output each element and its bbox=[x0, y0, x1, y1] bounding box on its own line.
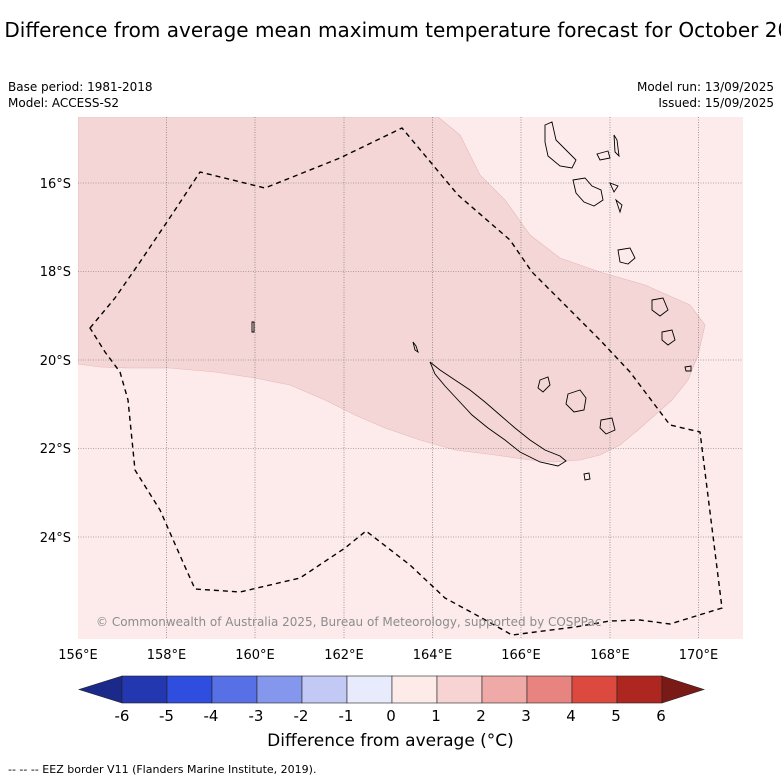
meta-left: Base period: 1981-2018 Model: ACCESS-S2 bbox=[8, 79, 153, 111]
lifou-island bbox=[565, 389, 587, 413]
malakula-island bbox=[572, 177, 604, 207]
belep-islands bbox=[412, 341, 419, 354]
eez-border bbox=[89, 127, 723, 636]
colorbar-tick-label: -5 bbox=[159, 707, 174, 725]
colorbar-segment bbox=[391, 675, 438, 704]
colorbar-segment bbox=[346, 675, 393, 704]
colorbar-tick-labels: -6 -5 -4 -3 -2 -1 0 1 2 3 4 5 6 bbox=[115, 707, 666, 725]
colorbar-tick-label: 2 bbox=[476, 707, 486, 725]
lon-tick-labels: 156°E 158°E 160°E 162°E 164°E 166°E 168°… bbox=[58, 648, 718, 663]
colorbar-tick-label: 6 bbox=[656, 707, 666, 725]
lon-tick-label: 158°E bbox=[147, 648, 187, 663]
colorbar-segment bbox=[526, 675, 573, 704]
lat-tick-labels: 16°S 18°S 20°S 22°S 24°S bbox=[40, 177, 71, 546]
meta-right: Model run: 13/09/2025 Issued: 15/09/2025 bbox=[637, 79, 774, 111]
mare-island bbox=[599, 417, 616, 435]
colorbar-tick-label: 0 bbox=[386, 707, 396, 725]
lon-tick-label: 170°E bbox=[679, 648, 719, 663]
maewo-island bbox=[613, 134, 620, 158]
colorbar-segment bbox=[301, 675, 348, 704]
tanna-island bbox=[661, 329, 676, 346]
chesterfield-reef bbox=[251, 321, 255, 333]
colorbar-label: Difference from average (°C) bbox=[267, 731, 514, 751]
lon-tick-label: 156°E bbox=[58, 648, 98, 663]
chart-title: Difference from average mean maximum tem… bbox=[4, 18, 781, 42]
colorbar-extend-low bbox=[77, 675, 123, 704]
base-period: Base period: 1981-2018 bbox=[8, 80, 153, 94]
colorbar-segment bbox=[481, 675, 528, 704]
lon-tick-label: 166°E bbox=[501, 648, 541, 663]
lon-tick-label: 164°E bbox=[413, 648, 453, 663]
lon-tick-label: 168°E bbox=[590, 648, 630, 663]
espiritu-santo-island bbox=[544, 121, 577, 169]
colorbar-extend-high bbox=[661, 675, 705, 704]
colorbar-segment bbox=[211, 675, 258, 704]
colorbar-tick-label: -3 bbox=[249, 707, 264, 725]
lat-tick-label: 24°S bbox=[40, 531, 71, 546]
erromango-island bbox=[651, 297, 669, 317]
colorbar-tick-label: 4 bbox=[566, 707, 576, 725]
colorbar-segment bbox=[256, 675, 303, 704]
colorbar-tick-label: -4 bbox=[204, 707, 219, 725]
colorbar-segment bbox=[166, 675, 213, 704]
colorbar-tick-label: -2 bbox=[294, 707, 309, 725]
colorbar-tick-label: -6 bbox=[115, 707, 130, 725]
model-run: Model run: 13/09/2025 bbox=[636, 80, 774, 94]
aneityum-island bbox=[684, 365, 692, 372]
colorbar-tick-label: 5 bbox=[611, 707, 621, 725]
issued-date: Issued: 15/09/2025 bbox=[658, 96, 774, 110]
anomaly-region-1-2 bbox=[78, 117, 706, 463]
lat-tick-label: 20°S bbox=[40, 354, 71, 369]
colorbar-segments bbox=[77, 675, 705, 704]
colorbar-tick-label: 3 bbox=[521, 707, 531, 725]
ambae-island bbox=[596, 150, 611, 161]
lon-tick-label: 162°E bbox=[324, 648, 364, 663]
lon-tick-label: 160°E bbox=[235, 648, 275, 663]
ambrym-island bbox=[609, 182, 619, 193]
colorbar-tick-label: 1 bbox=[431, 707, 441, 725]
epi-island bbox=[615, 198, 623, 214]
colorbar-segment bbox=[616, 675, 663, 704]
ouvea-island bbox=[537, 376, 551, 393]
lat-tick-label: 22°S bbox=[40, 442, 71, 457]
lat-tick-label: 18°S bbox=[40, 265, 71, 280]
grande-terre-island bbox=[429, 361, 567, 467]
graticule bbox=[78, 117, 743, 639]
isle-of-pines bbox=[583, 472, 591, 481]
model-name: Model: ACCESS-S2 bbox=[8, 96, 120, 110]
land-outlines bbox=[251, 121, 692, 481]
eez-legend-note: -- -- -- EEZ border V11 (Flanders Marine… bbox=[8, 763, 317, 776]
colorbar-segment bbox=[436, 675, 483, 704]
efate-island bbox=[617, 247, 636, 265]
lat-tick-label: 16°S bbox=[40, 177, 71, 192]
colorbar-tick-label: -1 bbox=[339, 707, 354, 725]
colorbar-segment bbox=[571, 675, 618, 704]
colorbar-segment bbox=[121, 675, 168, 704]
copyright-notice: © Commonwealth of Australia 2025, Bureau… bbox=[96, 615, 601, 629]
